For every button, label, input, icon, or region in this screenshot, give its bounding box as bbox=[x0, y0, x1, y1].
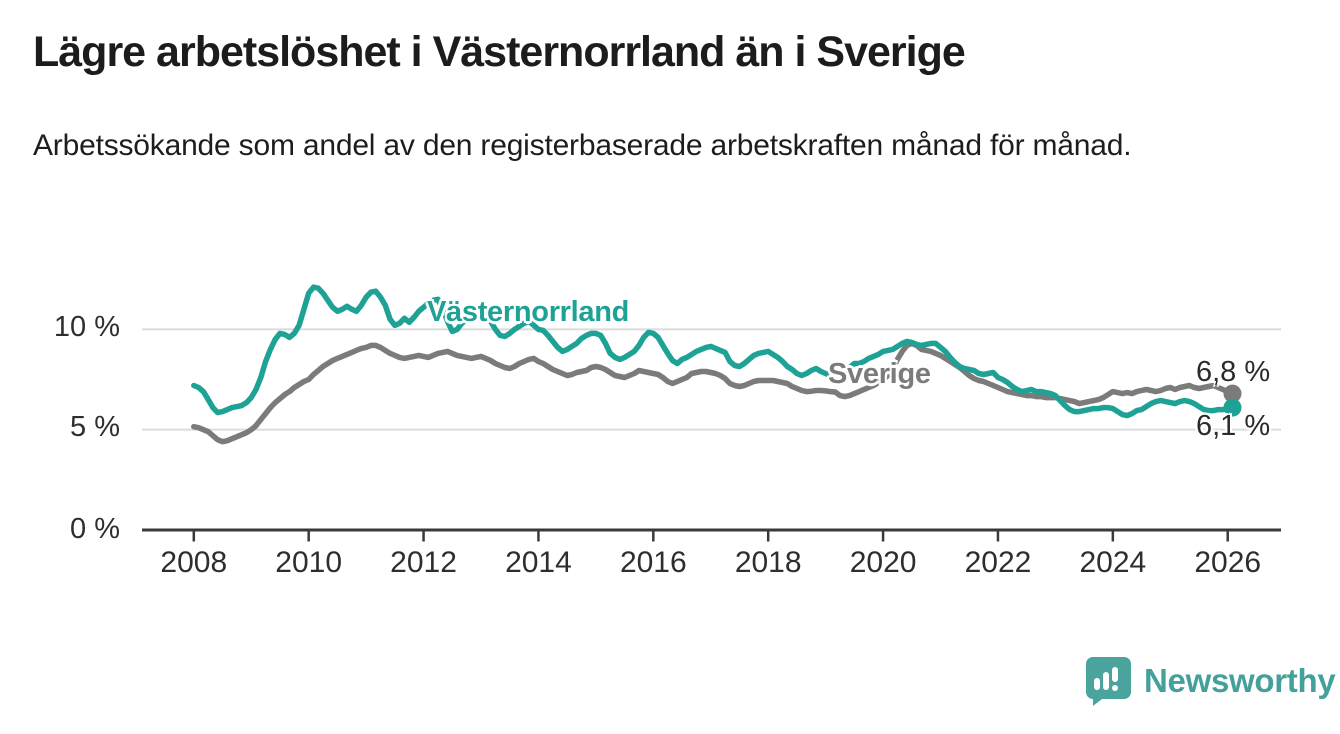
x-axis-tick-label-2014: 2014 bbox=[505, 546, 572, 579]
x-axis-tick-label-2012: 2012 bbox=[390, 546, 457, 579]
sverige-end-dot bbox=[1223, 384, 1242, 403]
x-axis-tick-label-2026: 2026 bbox=[1194, 546, 1262, 579]
newsworthy-speech-bubble-icon bbox=[1086, 657, 1131, 706]
chart-title: Lägre arbetslöshet i Västernorrland än i… bbox=[33, 28, 966, 76]
vasternorrland-end-value-label: 6,1 % bbox=[1196, 410, 1271, 442]
vsternorrland-line bbox=[191, 284, 1236, 419]
vsternorrland-end-dot bbox=[1223, 398, 1242, 417]
sverige-line bbox=[191, 340, 1236, 445]
x-axis-tick-label-2010: 2010 bbox=[275, 546, 343, 579]
x-axis-tick-label-2024: 2024 bbox=[1079, 546, 1147, 579]
x-axis-tick-label-2016: 2016 bbox=[619, 546, 687, 579]
x-axis-tick-label-2020: 2020 bbox=[849, 546, 917, 579]
vasternorrland-series-label: Västernorrland bbox=[427, 296, 630, 328]
y-axis-tick-label-0: 0 % bbox=[70, 513, 120, 546]
chart-subtitle: Arbetssökande som andel av den registerb… bbox=[33, 129, 1132, 162]
y-axis-tick-label-5: 5 % bbox=[70, 411, 120, 444]
x-axis-tick-label-2018: 2018 bbox=[734, 546, 802, 579]
sverige-series-label: Sverige bbox=[828, 358, 931, 390]
x-axis-tick-label-2022: 2022 bbox=[964, 546, 1032, 579]
newsworthy-logo: Newsworthy bbox=[1085, 656, 1336, 706]
x-axis-tick-label-2008: 2008 bbox=[160, 546, 228, 579]
sverige-end-value-label: 6,8 % bbox=[1196, 356, 1271, 388]
newsworthy-wordmark: Newsworthy bbox=[1144, 662, 1336, 699]
y-axis-tick-label-10: 10 % bbox=[53, 311, 120, 344]
